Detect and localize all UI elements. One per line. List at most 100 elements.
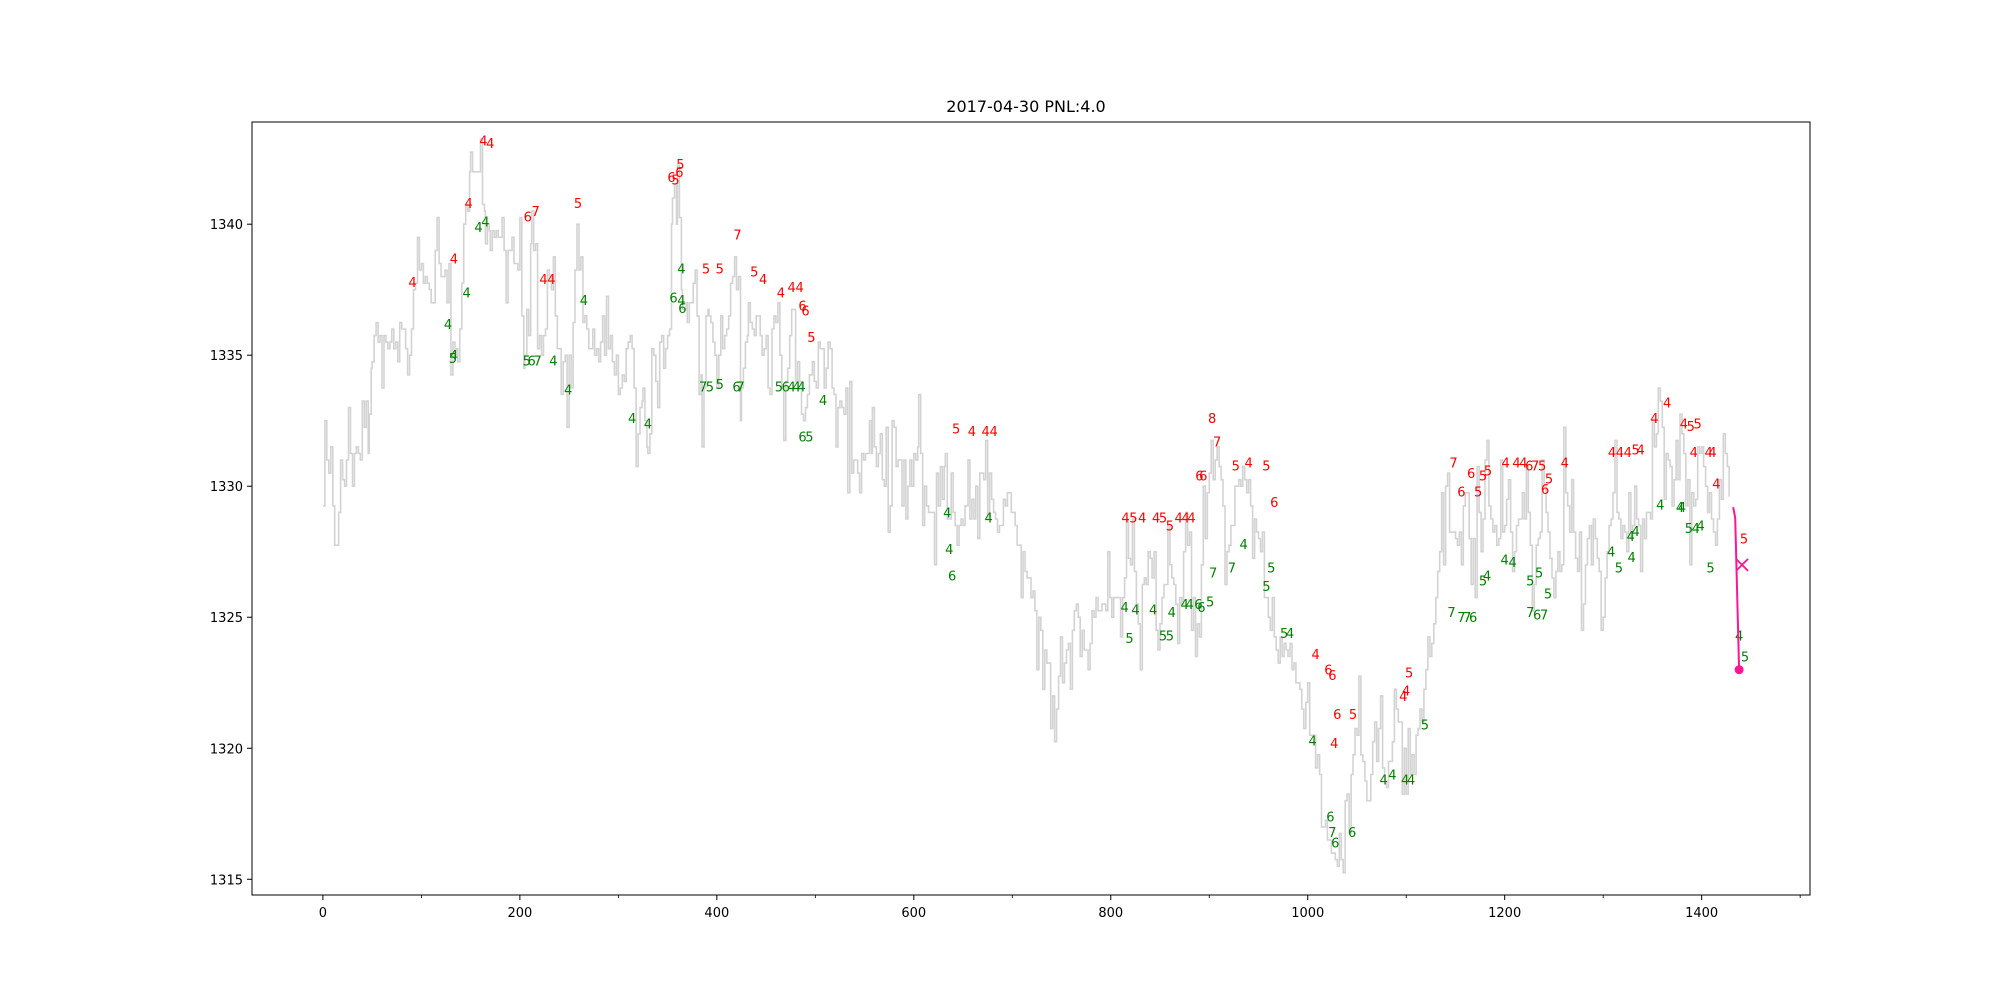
sell-trade-label: 8 xyxy=(1208,412,1216,427)
buy-trade-label: 4 xyxy=(1508,556,1516,571)
x-tick-label: 1400 xyxy=(1685,906,1718,921)
exit-x-marker xyxy=(1735,558,1749,572)
sell-trade-label: 5 xyxy=(1349,708,1357,723)
sell-trade-label: 4 xyxy=(1712,478,1720,493)
buy-trade-label: 6 xyxy=(1533,609,1541,624)
sell-trade-label: 6 xyxy=(524,210,532,225)
sell-trade-label: 6 xyxy=(667,171,675,186)
sell-trade-label: 5 xyxy=(1232,459,1240,474)
buy-trade-label: 6 xyxy=(798,430,806,445)
sell-trade-label: 4 xyxy=(777,286,785,301)
sell-trade-label: 6 xyxy=(801,305,809,320)
sell-trade-label: 4 xyxy=(465,197,473,212)
buy-trade-label: 4 xyxy=(1185,598,1193,613)
sell-trade-label: 4 xyxy=(1181,512,1189,527)
sell-trade-label: 5 xyxy=(702,263,710,278)
sell-trade-label: 4 xyxy=(1608,446,1616,461)
buy-trade-label: 4 xyxy=(481,216,489,231)
sell-trade-label: 5 xyxy=(1632,444,1640,459)
buy-trade-label: 5 xyxy=(1267,562,1275,577)
sell-trade-label: 7 xyxy=(1449,457,1457,472)
sell-trade-label: 6 xyxy=(1541,483,1549,498)
buy-trade-label: 5 xyxy=(716,378,724,393)
sell-trade-label: 4 xyxy=(486,137,494,152)
buy-trade-label: 4 xyxy=(1131,603,1139,618)
buy-trade-label: 5 xyxy=(805,430,813,445)
sell-trade-label: 5 xyxy=(750,265,758,280)
buy-trade-label: 4 xyxy=(677,294,685,309)
price-line xyxy=(322,138,1730,874)
buy-trade-label: 5 xyxy=(1125,632,1133,647)
sell-trade-label: 5 xyxy=(676,158,684,173)
sell-trade-label: 6 xyxy=(675,166,683,181)
buy-trade-label: 6 xyxy=(732,381,740,396)
final-move-line xyxy=(1732,507,1741,670)
buy-trade-label: 4 xyxy=(945,543,953,558)
x-tick-label: 200 xyxy=(507,906,532,921)
sell-trade-label: 4 xyxy=(982,425,990,440)
sell-trade-label: 7 xyxy=(1531,459,1539,474)
buy-trade-label: 4 xyxy=(1501,554,1509,569)
y-tick-label: 1325 xyxy=(210,611,243,626)
buy-trade-label: 4 xyxy=(788,381,796,396)
sell-trade-label: 4 xyxy=(968,425,976,440)
buy-trade-label: 6 xyxy=(1197,601,1205,616)
buy-trade-label: 5 xyxy=(775,381,783,396)
sell-trade-label: 4 xyxy=(1152,512,1160,527)
buy-trade-label: 5 xyxy=(1535,567,1543,582)
buy-trade-label: 5 xyxy=(1544,588,1552,603)
sell-trade-label: 4 xyxy=(408,276,416,291)
sell-trade-label: 7 xyxy=(531,205,539,220)
buy-trade-label: 4 xyxy=(1388,769,1396,784)
sell-trade-label: 4 xyxy=(1502,457,1510,472)
buy-trade-label: 6 xyxy=(1326,810,1334,825)
buy-trade-label: 5 xyxy=(523,355,531,370)
buy-trade-label: 5 xyxy=(1421,719,1429,734)
buy-trade-label: 4 xyxy=(1697,520,1705,535)
sell-trade-label: 4 xyxy=(1402,685,1410,700)
sell-trade-label: 5 xyxy=(952,423,960,438)
buy-trade-label: 4 xyxy=(1240,538,1248,553)
buy-trade-label: 7 xyxy=(1526,606,1534,621)
sell-trade-label: 6 xyxy=(1199,470,1207,485)
buy-trade-label: 5 xyxy=(706,381,714,396)
sell-trade-label: 5 xyxy=(574,197,582,212)
sell-trade-label: 4 xyxy=(1663,396,1671,411)
buy-trade-label: 4 xyxy=(1379,774,1387,789)
buy-trade-label: 4 xyxy=(1678,501,1686,516)
buy-trade-label: 6 xyxy=(528,355,536,370)
sell-trade-label: 6 xyxy=(1525,459,1533,474)
buy-trade-label: 4 xyxy=(549,355,557,370)
sell-trade-label: 4 xyxy=(1138,512,1146,527)
sell-trade-label: 6 xyxy=(1333,708,1341,723)
buy-trade-label: 6 xyxy=(1469,611,1477,626)
buy-trade-label: 7 xyxy=(736,381,744,396)
buy-trade-label: 4 xyxy=(474,221,482,236)
sell-trade-label: 4 xyxy=(1690,446,1698,461)
buy-trade-label: 4 xyxy=(819,394,827,409)
x-tick-label: 1200 xyxy=(1488,906,1521,921)
y-tick-label: 1320 xyxy=(210,742,243,757)
sell-trade-label: 5 xyxy=(1166,520,1174,535)
buy-trade-label: 4 xyxy=(1483,569,1491,584)
buy-trade-label: 4 xyxy=(580,294,588,309)
buy-trade-label: 7 xyxy=(1209,567,1217,582)
sell-trade-label: 5 xyxy=(1687,420,1695,435)
sell-trade-label: 4 xyxy=(759,273,767,288)
sell-trade-label: 5 xyxy=(1545,472,1553,487)
buy-trade-label: 4 xyxy=(985,512,993,527)
sell-trade-label: 5 xyxy=(1159,512,1167,527)
buy-trade-label: 6 xyxy=(948,569,956,584)
sell-trade-label: 6 xyxy=(1270,496,1278,511)
buy-trade-label: 4 xyxy=(1692,522,1700,537)
buy-trade-label: 5 xyxy=(1526,575,1534,590)
y-tick-label: 1315 xyxy=(210,873,243,888)
buy-trade-label: 6 xyxy=(782,381,790,396)
sell-trade-label: 6 xyxy=(1324,664,1332,679)
buy-trade-label: 4 xyxy=(1309,734,1317,749)
sell-trade-label: 4 xyxy=(1636,444,1644,459)
sell-trade-label: 5 xyxy=(1740,533,1748,548)
buy-trade-label: 6 xyxy=(678,302,686,317)
buy-trade-label: 4 xyxy=(463,286,471,301)
